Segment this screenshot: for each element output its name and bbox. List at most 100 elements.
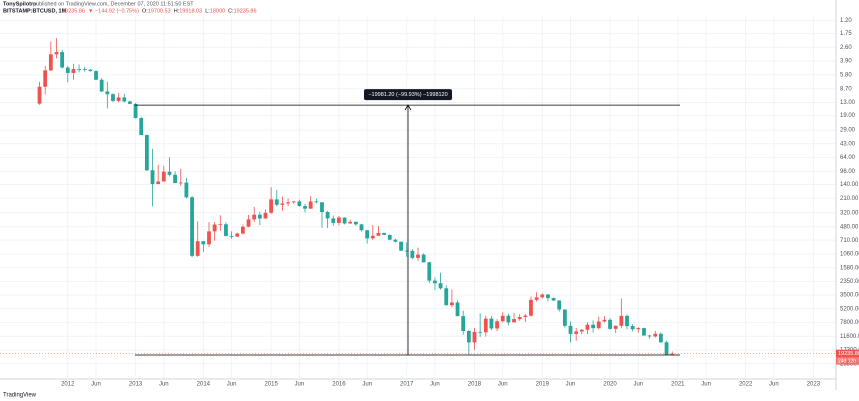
y-tick-label: 480.00 [840,224,859,230]
candle-body [512,319,516,323]
y-tick-label: 2.60 [840,45,852,51]
candle-body [54,52,59,55]
candle-body [286,202,290,204]
x-tick-label: 2023 [807,382,821,388]
candle-body [263,212,268,219]
ohlc-value: 19700.53 [148,8,171,14]
candle-body [596,321,601,329]
candle-body [489,318,494,329]
candle-body [359,224,364,231]
x-tick-label: Jun [566,382,576,388]
y-tick-label: 710.00 [840,238,859,244]
candle-body [478,331,483,333]
candle-body [579,329,584,332]
author: TonySpilotro [3,1,37,7]
ohlc-value: 18000 [210,8,225,14]
candle-body [88,69,93,72]
countdown: 24d 12h [838,359,856,365]
y-tick-label: 2350.00 [840,279,859,285]
x-tick-label: 2012 [61,382,75,388]
candle-body [653,333,658,337]
candle-body [297,201,302,207]
candle-body [184,182,189,198]
candle-body [133,103,138,119]
candle-body [274,199,279,205]
candle-body [303,206,307,209]
candle-body [433,280,437,284]
candle-body [523,315,528,318]
countdown-box [836,357,859,365]
x-tick-label: 2020 [603,382,617,388]
candle-body [229,236,234,237]
candle-body [540,294,545,298]
price-label: 19235.86 [838,351,859,357]
y-tick-label: 96.00 [840,169,856,175]
y-tick-label: 320.00 [840,210,859,216]
candle-body [602,319,607,322]
candle-body [122,97,127,102]
candle-body [252,214,257,220]
candle-body [314,201,319,203]
candle-body [506,315,511,323]
candle-body [280,203,285,205]
y-tick-label: 13.00 [840,100,856,106]
brand: TradingView [3,393,37,399]
measure-box [364,89,452,101]
x-tick-label: Jun [91,382,101,388]
measure-label: −19981.20 (−99.93%) −1998120 [368,92,447,98]
candle-body [574,331,579,334]
y-tick-label: 1060.00 [840,252,859,258]
candle-body [116,97,121,101]
x-tick-label: 2017 [400,382,414,388]
y-tick-label: 43.00 [840,141,856,147]
y-tick-label: 3.90 [840,59,852,65]
y-tick-label: 3500.00 [840,293,859,299]
candle-body [139,118,144,136]
candle-body [178,182,183,184]
x-tick-label: 2019 [536,382,550,388]
candle-body [461,316,466,332]
x-tick-label: Jun [430,382,440,388]
candle-body [99,79,104,92]
candle-body [150,170,155,185]
candle-body [173,174,178,184]
published: published on TradingView.com, December 0… [33,1,194,7]
candle-body [517,317,522,320]
candle-body [472,331,477,343]
x-tick-label: Jun [633,382,643,388]
y-tick-label: 11600.00 [840,334,859,340]
x-tick-label: Jun [498,382,508,388]
candle-body [427,262,432,281]
candle-body [421,254,426,263]
ohlc-label: C: [228,8,234,14]
arrow-head [404,104,412,111]
candle-body [77,68,81,70]
y-tick-label: 7800.00 [840,320,859,326]
x-tick-label: 2022 [739,382,753,388]
candle-body [619,315,624,326]
ohlc-label: L: [205,8,210,14]
candle-body [82,68,87,70]
candle-body [568,325,573,334]
x-tick-label: 2014 [197,382,211,388]
candle-body [449,302,454,306]
candle-body [370,235,375,239]
candle-body [365,230,370,239]
y-tick-label: 140.00 [840,182,859,188]
candle-body [240,226,245,234]
candle-body [546,294,550,299]
candle-body [325,212,330,219]
candle-body [353,221,358,225]
candle-body [534,297,539,300]
candle-body [642,328,646,336]
candle-body [144,135,149,171]
candle-body [156,181,161,185]
candle-body [48,54,53,71]
candle-body [500,315,505,322]
candle-body [128,101,132,104]
candle-body [60,52,65,68]
candle-body [167,171,172,175]
y-tick-label: 29.00 [840,128,856,134]
candle-body [235,233,240,237]
